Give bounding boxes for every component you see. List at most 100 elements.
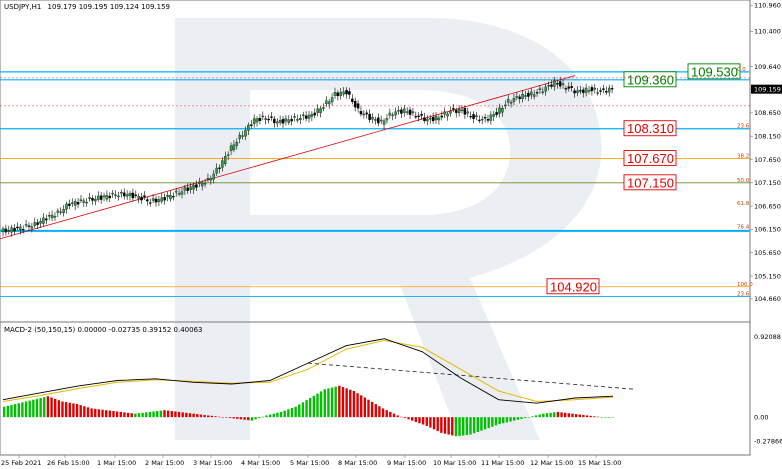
x-tick-label: 9 Mar 15:00 (387, 459, 426, 467)
bear-candle (68, 203, 71, 206)
bull-candle (244, 130, 247, 137)
macd-histogram-bar (265, 415, 268, 418)
bull-candle (339, 91, 343, 96)
bear-candle (368, 113, 371, 121)
bull-candle (166, 195, 169, 198)
bear-candle (186, 187, 190, 191)
macd-histogram-bar (582, 414, 585, 418)
bull-candle (215, 167, 218, 174)
x-tick-label: 25 Feb 2021 (1, 459, 41, 467)
bull-candle (541, 91, 545, 93)
macd-layer: 0.92088 0.00 -0.27866 (2, 333, 782, 446)
bull-candle (460, 109, 464, 112)
bull-candle (10, 227, 13, 233)
macd-histogram-bar (112, 411, 115, 418)
bull-candle (319, 108, 322, 114)
macd-histogram-bar (287, 409, 290, 418)
bull-candle (120, 191, 123, 194)
bull-candle (221, 160, 224, 168)
bull-candle (53, 216, 57, 218)
bear-candle (495, 112, 498, 115)
fibo-label: 0.0 (737, 67, 746, 73)
bull-candle (151, 198, 155, 201)
macd-histogram-bar (203, 414, 206, 418)
macd-histogram-bar (225, 417, 228, 418)
macd-histogram-bar (411, 417, 414, 421)
level-label: 107.670 (627, 151, 674, 166)
bear-candle (273, 118, 276, 124)
bear-candle (472, 114, 475, 119)
bull-candle (538, 88, 542, 90)
bear-candle (258, 118, 262, 121)
macd-histogram-bar (454, 417, 458, 437)
bull-candle (79, 199, 83, 201)
macd-histogram-bar (378, 406, 381, 418)
macd-histogram-bar (156, 411, 159, 418)
bear-candle (420, 113, 423, 116)
bull-candle (330, 97, 334, 103)
macd-histogram-bar (72, 403, 75, 418)
bull-candle (192, 184, 195, 190)
bear-candle (36, 222, 39, 225)
bull-candle (561, 83, 565, 85)
bull-candle (232, 144, 236, 150)
bull-candle (434, 116, 438, 121)
x-tick-label: 12 Mar 15:00 (530, 459, 573, 467)
macd-histogram-bar (465, 417, 469, 436)
bear-candle (452, 108, 455, 110)
bull-candle (310, 113, 314, 117)
bull-candle (102, 195, 106, 198)
macd-histogram-bar (440, 417, 443, 433)
macd-histogram-bar (250, 417, 254, 421)
bear-candle (348, 91, 351, 95)
bull-candle (97, 195, 100, 200)
macd-histogram-bar (593, 416, 596, 418)
y-tick-label: 107.650 (754, 156, 781, 164)
x-tick-label: 15 Mar 15:00 (578, 459, 621, 467)
price-axis: 110.960 110.400 109.640 109.159 108.650 108.1… (750, 2, 782, 303)
macd-panel-frame (0, 321, 751, 456)
bear-candle (146, 199, 149, 202)
bull-candle (174, 190, 178, 193)
bear-candle (270, 116, 273, 118)
macd-histogram-bar (560, 412, 563, 418)
macd-histogram-bar (578, 414, 581, 418)
macd-histogram-bar (13, 404, 17, 418)
bear-candle (140, 196, 143, 201)
macd-histogram-bar (115, 411, 119, 418)
macd-histogram-bar (352, 391, 356, 418)
x-tick-label: 3 Mar 15:00 (193, 459, 232, 467)
bull-candle (449, 110, 452, 114)
macd-histogram-bar (356, 393, 359, 418)
bear-candle (131, 192, 135, 199)
macd-histogram-bar (79, 405, 82, 418)
bull-candle (504, 104, 507, 107)
bear-candle (486, 119, 490, 121)
y-tick-label: 106.150 (754, 226, 781, 234)
macd-histogram-bar (494, 417, 498, 426)
bear-candle (602, 88, 605, 90)
macd-histogram-bar (57, 400, 61, 418)
macd-histogram-bar (600, 417, 603, 418)
macd-histogram-bar (254, 417, 257, 420)
macd-histogram-bar (516, 417, 520, 420)
bull-candle (322, 107, 325, 109)
macd-histogram-bar (43, 397, 46, 418)
bear-candle (365, 112, 368, 115)
macd-histogram-bar (374, 404, 377, 418)
macd-histogram-bar (611, 417, 614, 418)
time-axis: 25 Feb 2021 26 Feb 15:00 1 Mar 15:00 2 Mar … (1, 455, 621, 467)
x-tick-label: 1 Mar 15:00 (97, 459, 136, 467)
macd-histogram-bar (505, 417, 509, 423)
macd-histogram-bar (312, 395, 316, 418)
bear-candle (581, 89, 585, 93)
y-tick-label: 108.650 (754, 109, 781, 117)
chart-symbol-label: USDJPY,H1 109.179 109.195 109.124 109.15… (4, 3, 170, 11)
bear-candle (579, 90, 582, 92)
bull-candle (379, 119, 383, 122)
macd-histogram-bar (392, 413, 396, 418)
bull-candle (411, 111, 415, 113)
macd-histogram-bar (542, 413, 545, 418)
macd-histogram-bar (381, 408, 385, 418)
macd-histogram-bar (447, 417, 450, 435)
